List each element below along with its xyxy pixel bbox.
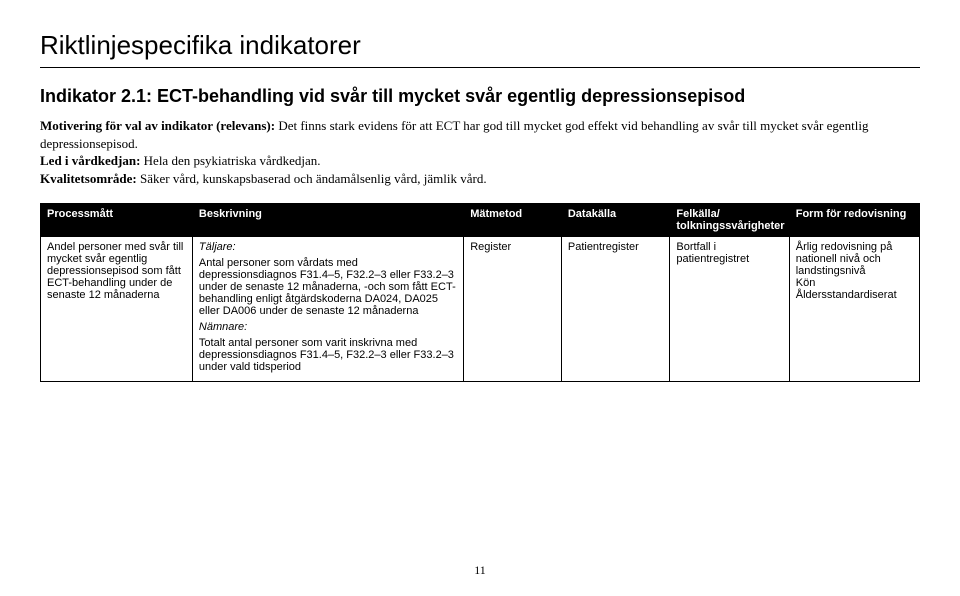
th-source: Datakälla — [561, 204, 670, 237]
kvalitet-text: Säker vård, kunskapsbaserad och ändamåls… — [140, 171, 487, 186]
th-process: Processmått — [41, 204, 193, 237]
led-line: Led i vårdkedjan: Hela den psykiatriska … — [40, 152, 920, 170]
taljare-text: Antal personer som vårdats med depressio… — [199, 257, 457, 317]
page-number: 11 — [0, 563, 960, 578]
cell-form: Årlig redovisning på nationell nivå och … — [789, 237, 919, 382]
led-text: Hela den psykiatriska vårdkedjan. — [144, 153, 321, 168]
title-rule — [40, 67, 920, 68]
form-line-2: Kön — [796, 277, 913, 289]
led-label: Led i vårdkedjan: — [40, 153, 140, 168]
namnare-label: Nämnare: — [199, 321, 247, 333]
cell-source: Patientregister — [561, 237, 670, 382]
table-row: Andel personer med svår till mycket svår… — [41, 237, 920, 382]
namnare-text: Totalt antal personer som varit inskrivn… — [199, 337, 457, 373]
form-line-3: Åldersstandardiserat — [796, 289, 913, 301]
motivation-block: Motivering för val av indikator (relevan… — [40, 117, 920, 187]
cell-error: Bortfall i patientregistret — [670, 237, 789, 382]
th-form: Form för redovisning — [789, 204, 919, 237]
indicator-table: Processmått Beskrivning Mätmetod Datakäl… — [40, 203, 920, 382]
page-title: Riktlinjespecifika indikatorer — [40, 30, 920, 61]
th-desc: Beskrivning — [192, 204, 463, 237]
th-method: Mätmetod — [464, 204, 562, 237]
motivation-line: Motivering för val av indikator (relevan… — [40, 117, 920, 152]
taljare-label: Täljare: — [199, 241, 236, 253]
kvalitet-label: Kvalitetsområde: — [40, 171, 137, 186]
cell-desc: Täljare: Antal personer som vårdats med … — [192, 237, 463, 382]
th-error: Felkälla/ tolkningssvårigheter — [670, 204, 789, 237]
form-line-1: Årlig redovisning på nationell nivå och … — [796, 241, 913, 277]
indicator-heading: Indikator 2.1: ECT-behandling vid svår t… — [40, 86, 920, 107]
motivation-label: Motivering för val av indikator (relevan… — [40, 118, 275, 133]
table-header-row: Processmått Beskrivning Mätmetod Datakäl… — [41, 204, 920, 237]
kvalitet-line: Kvalitetsområde: Säker vård, kunskapsbas… — [40, 170, 920, 188]
cell-method: Register — [464, 237, 562, 382]
cell-process: Andel personer med svår till mycket svår… — [41, 237, 193, 382]
